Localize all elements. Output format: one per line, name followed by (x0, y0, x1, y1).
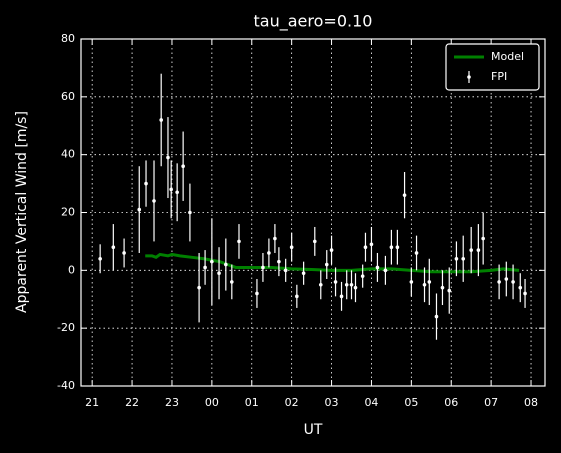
data-point (273, 236, 277, 241)
data-point (175, 190, 179, 195)
data-point (210, 259, 214, 264)
data-point (511, 280, 515, 284)
x-tick-label: 02 (285, 396, 299, 409)
data-point (169, 187, 173, 192)
data-point (144, 181, 148, 186)
data-point (414, 251, 419, 255)
data-point (375, 265, 380, 270)
data-point (360, 274, 365, 278)
x-tick-label: 05 (404, 396, 418, 409)
data-point (267, 251, 271, 255)
data-point (255, 291, 259, 296)
data-point (111, 245, 116, 249)
data-point (461, 256, 466, 261)
data-point (203, 265, 207, 270)
data-point (344, 282, 349, 287)
data-point (217, 271, 221, 276)
data-point (349, 282, 354, 287)
plot-frame (80, 38, 546, 387)
y-tick-label: 80 (61, 32, 75, 45)
data-point (283, 268, 288, 273)
x-tick-label: 21 (85, 396, 99, 409)
data-point (237, 239, 241, 244)
data-point (289, 245, 294, 249)
legend-label: Model (491, 50, 524, 63)
data-point (122, 251, 126, 255)
data-point (277, 259, 281, 264)
data-point (402, 193, 407, 197)
x-tick-label: 07 (484, 396, 498, 409)
data-point (261, 265, 265, 270)
data-point (481, 236, 485, 241)
data-point (363, 245, 368, 249)
data-point (166, 155, 170, 160)
data-point (181, 164, 185, 169)
legend-swatch (467, 75, 471, 79)
data-point (409, 280, 414, 284)
x-tick-label: 08 (524, 396, 538, 409)
data-point (353, 285, 358, 290)
x-tick-label: 06 (444, 396, 458, 409)
data-point (395, 245, 400, 249)
x-tick-label: 23 (165, 396, 179, 409)
data-point (312, 239, 317, 244)
data-point (329, 248, 334, 252)
y-tick-label: 40 (61, 148, 75, 161)
data-point (523, 291, 527, 296)
data-point (197, 285, 201, 290)
data-point (454, 256, 459, 261)
y-tick-label: -20 (57, 321, 75, 334)
data-point (339, 294, 344, 299)
data-point (301, 271, 306, 276)
data-point (469, 248, 473, 252)
legend-label: FPI (491, 70, 507, 83)
x-tick-label: 04 (364, 396, 378, 409)
x-axis-label: UT (304, 422, 323, 438)
y-tick-label: 0 (68, 263, 75, 276)
data-point (369, 242, 374, 247)
data-point (230, 280, 234, 284)
data-point (98, 256, 102, 261)
data-point (389, 245, 394, 249)
data-point (422, 282, 427, 287)
y-tick-label: 60 (61, 90, 75, 103)
data-point (324, 262, 329, 267)
data-point (440, 285, 445, 290)
data-point (333, 280, 338, 284)
data-point (434, 314, 439, 319)
x-tick-label: 22 (125, 396, 139, 409)
data-point (159, 118, 163, 122)
data-point (383, 268, 388, 273)
data-point (518, 285, 523, 290)
x-tick-label: 00 (205, 396, 219, 409)
data-point (188, 210, 192, 215)
data-point (497, 280, 501, 284)
data-point (295, 294, 299, 299)
data-point (447, 288, 452, 293)
y-tick-label: -40 (57, 379, 75, 392)
chart-title: tau_aero=0.10 (254, 12, 373, 32)
data-point (504, 277, 509, 281)
data-point (476, 248, 481, 252)
y-tick-label: 20 (61, 206, 75, 219)
data-point (427, 280, 432, 284)
data-point (137, 207, 142, 212)
x-tick-label: 01 (245, 396, 259, 409)
data-point (224, 262, 228, 267)
y-axis-label: Apparent Vertical Wind [m/s] (14, 111, 30, 313)
data-point (318, 282, 323, 287)
data-point (152, 199, 156, 203)
x-tick-label: 03 (325, 396, 339, 409)
